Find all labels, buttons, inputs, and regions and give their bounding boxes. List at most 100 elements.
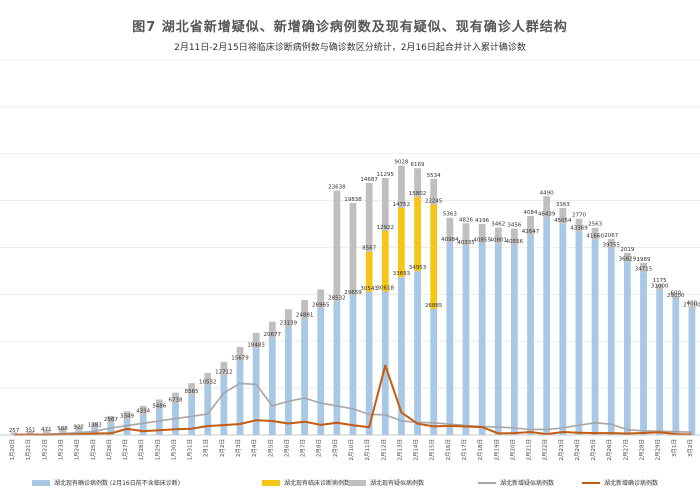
data-label-confirmed: 6738 <box>168 397 182 403</box>
bar-confirmed <box>591 239 599 435</box>
x-tick-label: 1月31日 <box>187 439 194 461</box>
bar-suspected <box>511 228 518 245</box>
x-tick-label: 2月2日 <box>219 439 226 457</box>
x-tick-label: 2月6日 <box>283 439 290 457</box>
bar-suspected <box>640 262 647 273</box>
data-label-confirmed: 12712 <box>215 369 233 375</box>
chart-subtitle: 2月11日-2月15日将临床诊断病例数与确诊数区分统计，2月16日起合并计入累计… <box>174 43 526 53</box>
bar-suspected <box>75 425 83 431</box>
bar-confirmed <box>204 385 212 435</box>
bar-suspected <box>10 432 18 434</box>
data-label-confirmed: 18483 <box>247 342 265 348</box>
x-tick-label: 2月4日 <box>251 439 258 457</box>
data-label-confirmed: 28532 <box>328 295 346 301</box>
bar-suspected <box>656 284 664 290</box>
x-tick-label: 2月17日 <box>461 439 468 461</box>
bar-confirmed <box>10 433 18 435</box>
data-label-confirmed: 42647 <box>522 229 540 235</box>
bar-confirmed <box>527 235 534 435</box>
bar-clinical <box>430 204 438 309</box>
x-tick-label: 2月21日 <box>526 439 533 461</box>
x-tick-label: 1月29日 <box>154 439 161 461</box>
bar-suspected <box>139 405 147 415</box>
bar-confirmed <box>688 308 696 435</box>
x-tick-label: 2月29日 <box>655 439 662 461</box>
x-tick-label: 1月20日 <box>9 439 16 461</box>
data-label-confirmed: 2567 <box>104 417 118 423</box>
legend-label: 湖北现有临床诊断病例数 <box>284 479 350 487</box>
bar-confirmed <box>252 348 260 435</box>
bar-suspected <box>172 392 179 404</box>
data-label-suspected: 2770 <box>572 213 586 219</box>
bar-confirmed <box>236 361 244 435</box>
x-tick-label: 1月24日 <box>74 439 81 461</box>
x-tick-label: 2月23日 <box>558 439 565 461</box>
bar-suspected <box>543 196 551 218</box>
legend-swatch <box>348 480 366 486</box>
x-tick-label: 2月14日 <box>413 439 420 461</box>
data-label-confirmed: 351 <box>25 427 36 433</box>
bar-suspected <box>462 223 470 246</box>
data-label-confirmed: 40556 <box>506 239 524 245</box>
bar-suspected <box>575 218 583 232</box>
data-label-confirmed: 588 <box>57 426 68 432</box>
data-label-suspected: 4490 <box>540 190 554 196</box>
bar-confirmed <box>543 217 551 435</box>
bar-suspected <box>301 300 308 319</box>
bar-suspected <box>349 202 357 296</box>
x-tick-label: 2月5日 <box>267 439 274 457</box>
x-tick-label: 1月27日 <box>122 439 129 461</box>
data-label-confirmed: 36829 <box>619 256 637 262</box>
bar-suspected <box>123 411 131 420</box>
bar-confirmed <box>607 248 615 435</box>
data-label-confirmed: 31000 <box>651 284 669 290</box>
x-tick-label: 2月19日 <box>493 439 500 461</box>
x-tick-label: 2月8日 <box>316 439 323 457</box>
data-label-confirmed: 20677 <box>264 332 282 338</box>
data-label-suspected: 1989 <box>637 257 651 263</box>
bar-suspected <box>236 346 244 362</box>
data-label-confirmed: 24881 <box>296 312 314 318</box>
bar-confirmed <box>656 289 664 435</box>
x-tick-label: 2月20日 <box>509 439 516 461</box>
data-label-suspected: 6169 <box>411 162 425 168</box>
data-label-confirmed: 27000 <box>683 302 700 308</box>
bar-clinical <box>398 207 405 278</box>
x-tick-label: 1月21日 <box>25 439 32 461</box>
bar-confirmed <box>285 326 292 435</box>
x-tick-label: 2月18日 <box>477 439 484 461</box>
data-label-suspected: 3363 <box>556 202 570 208</box>
bar-suspected <box>607 238 615 249</box>
x-tick-label: 2月12日 <box>380 439 387 461</box>
data-label-clinical: 22245 <box>425 199 443 205</box>
data-label-confirmed: 45054 <box>554 218 572 224</box>
bar-confirmed <box>107 422 115 435</box>
data-label-suspected: 3462 <box>491 222 505 228</box>
x-tick-label: 2月3日 <box>235 439 242 457</box>
x-tick-label: 2月11日 <box>364 439 371 461</box>
bar-confirmed <box>430 308 438 435</box>
x-tick-label: 3月2日 <box>687 439 694 457</box>
data-label-confirmed: 29000 <box>667 293 685 299</box>
bar-confirmed <box>220 375 228 435</box>
bar-confirmed <box>672 299 680 435</box>
bar-suspected <box>204 372 212 386</box>
bar-suspected <box>494 227 502 244</box>
x-tick-label: 2月28日 <box>639 439 646 461</box>
data-label-suspected: 2019 <box>620 247 634 253</box>
data-label-confirmed: 257 <box>9 428 20 434</box>
x-tick-label: 2月27日 <box>622 439 629 461</box>
bar-confirmed <box>575 231 583 435</box>
x-tick-label: 1月25日 <box>90 439 97 461</box>
bar-confirmed <box>381 291 389 435</box>
bar-confirmed <box>446 242 454 435</box>
x-tick-label: 2月25日 <box>590 439 597 461</box>
data-label-confirmed: 34953 <box>409 265 427 271</box>
data-label-confirmed: 1382 <box>88 423 102 429</box>
bar-suspected <box>688 306 696 309</box>
data-label-confirmed: 30618 <box>377 285 395 291</box>
bar-suspected <box>285 309 292 327</box>
data-label-confirmed: 40855 <box>473 237 491 243</box>
